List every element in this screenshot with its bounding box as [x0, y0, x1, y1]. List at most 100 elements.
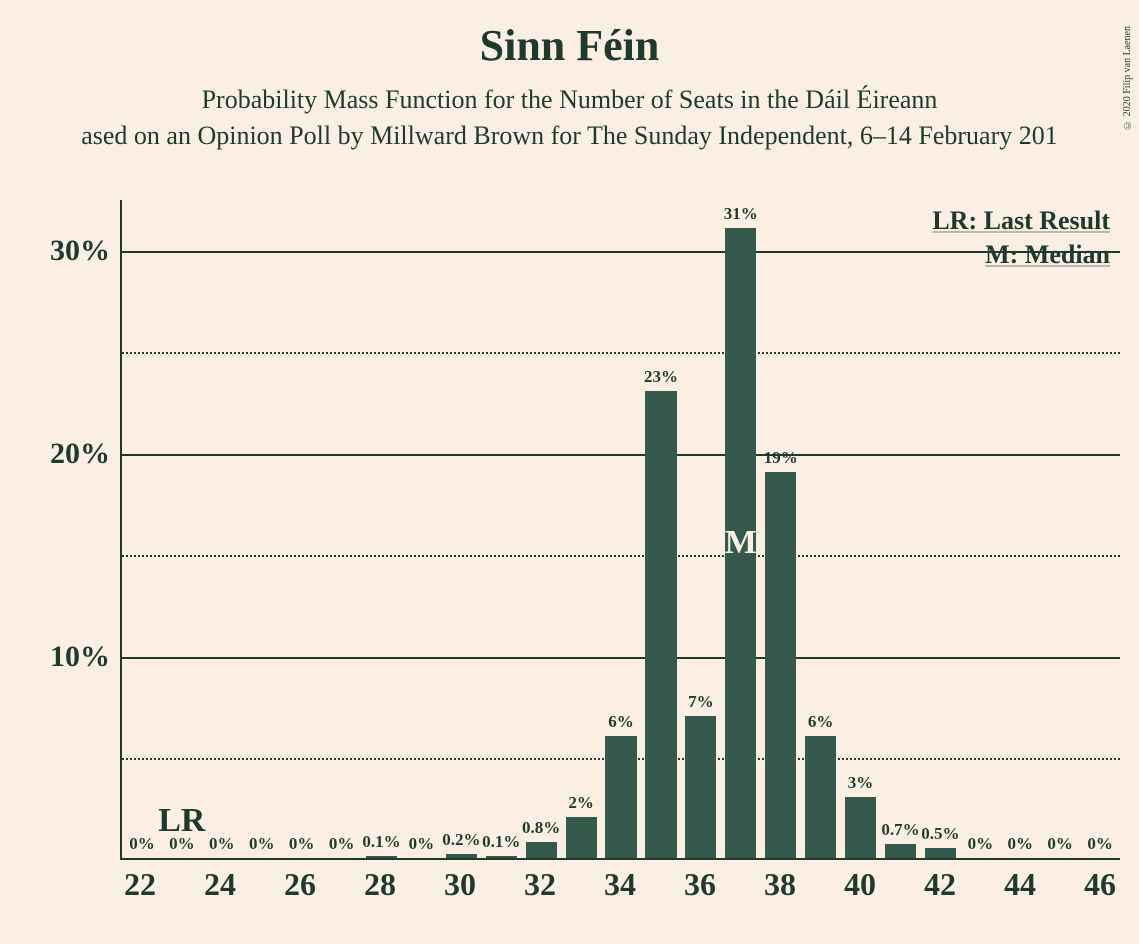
bar-slot: 0%: [1000, 200, 1040, 858]
bar-value-label: 0%: [289, 834, 315, 854]
y-axis-label: 30%: [30, 234, 110, 268]
bar-value-label: 6%: [808, 712, 834, 732]
bar-slot: 23%: [641, 200, 681, 858]
bar-slot: 0.7%: [881, 200, 921, 858]
x-axis-label: [880, 866, 920, 903]
bar-slot: 0%: [282, 200, 322, 858]
x-axis-label: 30: [440, 866, 480, 903]
bar-value-label: 0%: [1047, 834, 1073, 854]
bar: 6%: [605, 736, 636, 858]
bar-value-label: 31%: [724, 204, 758, 224]
bar-value-label: 23%: [644, 367, 678, 387]
bar-value-label: 0.2%: [442, 830, 480, 850]
x-axis-label: 36: [680, 866, 720, 903]
bar: 23%: [645, 391, 676, 858]
bar-slot: 0%LR: [162, 200, 202, 858]
bar-slot: 0%: [242, 200, 282, 858]
bar-value-label: 0.1%: [362, 832, 400, 852]
bar-value-label: 2%: [568, 793, 594, 813]
bar-slot: 0.1%: [481, 200, 521, 858]
bar-slot: 0.8%: [521, 200, 561, 858]
bar-slot: 0%: [1040, 200, 1080, 858]
bar: 0.1%: [366, 856, 397, 858]
x-axis-label: [640, 866, 680, 903]
chart-subtitle-1: Probability Mass Function for the Number…: [0, 85, 1139, 115]
bar-value-label: 0%: [1007, 834, 1033, 854]
x-axis-label: [800, 866, 840, 903]
bar: 0.7%: [885, 844, 916, 858]
x-axis-label: 34: [600, 866, 640, 903]
y-axis-label: 10%: [30, 640, 110, 674]
chart-title: Sinn Féin: [0, 20, 1139, 71]
x-axis-label: [160, 866, 200, 903]
x-axis-label: [720, 866, 760, 903]
x-axis-label: [240, 866, 280, 903]
bar-slot: 7%: [681, 200, 721, 858]
bar-slot: 6%: [601, 200, 641, 858]
bar-slot: 31% M: [721, 200, 761, 858]
chart-area: LR: Last Result M: Median 0%0%LR0%0%0%0%…: [30, 200, 1120, 900]
bar-value-label: 0%: [209, 834, 235, 854]
x-axis-label: [320, 866, 360, 903]
copyright-text: © 2020 Filip van Laenen: [1122, 26, 1133, 130]
x-axis-labels: 22 24 26 28 30 32 34 36 38 40 42 44 46: [120, 866, 1120, 903]
bar-value-label: 0%: [249, 834, 275, 854]
y-axis-label: 20%: [30, 437, 110, 471]
bar-slot: 0.5%: [920, 200, 960, 858]
bar: 31%M: [725, 228, 756, 858]
last-result-marker: LR: [158, 802, 205, 840]
x-axis-label: 22: [120, 866, 160, 903]
bar-value-label: 6%: [608, 712, 634, 732]
x-axis-label: 44: [1000, 866, 1040, 903]
x-axis-label: 32: [520, 866, 560, 903]
bar-value-label: 0%: [1087, 834, 1113, 854]
x-axis-label: [960, 866, 1000, 903]
median-marker: M: [725, 524, 757, 562]
bar-value-label: 0%: [129, 834, 155, 854]
bar-slot: 0%: [1080, 200, 1120, 858]
bar-value-label: 19%: [764, 448, 798, 468]
x-axis-label: 42: [920, 866, 960, 903]
bar: 7%: [685, 716, 716, 858]
bar: 0.5%: [925, 848, 956, 858]
bar-value-label: 0.8%: [522, 818, 560, 838]
bar-value-label: 0.7%: [881, 820, 919, 840]
bar-value-label: 0.5%: [921, 824, 959, 844]
x-axis-label: [480, 866, 520, 903]
x-axis-label: 40: [840, 866, 880, 903]
x-axis-label: 24: [200, 866, 240, 903]
x-axis-label: 46: [1080, 866, 1120, 903]
bar-slot: 6%: [801, 200, 841, 858]
x-axis-label: 38: [760, 866, 800, 903]
bar: 0.8%: [526, 842, 557, 858]
bar: 2%: [566, 817, 597, 858]
bar-value-label: 7%: [688, 692, 714, 712]
bar-value-label: 3%: [848, 773, 874, 793]
bar-value-label: 0%: [409, 834, 435, 854]
plot-area: LR: Last Result M: Median 0%0%LR0%0%0%0%…: [120, 200, 1120, 860]
bar-value-label: 0.1%: [482, 832, 520, 852]
bar-slot: 3%: [841, 200, 881, 858]
bar: 0.2%: [446, 854, 477, 858]
bar-value-label: 0%: [329, 834, 355, 854]
x-axis-label: [400, 866, 440, 903]
bar-slot: 0%: [322, 200, 362, 858]
bar-slot: 0%: [960, 200, 1000, 858]
bar-slot: 0.2%: [441, 200, 481, 858]
bar: 0.1%: [486, 856, 517, 858]
bar-slot: 2%: [561, 200, 601, 858]
x-axis-label: [560, 866, 600, 903]
bar-slot: 0%: [202, 200, 242, 858]
x-axis-label: [1040, 866, 1080, 903]
bar-slot: 0.1%: [362, 200, 402, 858]
bar: 3%: [845, 797, 876, 858]
chart-subtitle-2: ased on an Opinion Poll by Millward Brow…: [0, 121, 1139, 151]
x-axis-label: 28: [360, 866, 400, 903]
bar-slot: 19%: [761, 200, 801, 858]
bar: 19%: [765, 472, 796, 858]
x-axis-label: 26: [280, 866, 320, 903]
bars-container: 0%0%LR0%0%0%0%0.1%0%0.2%0.1%0.8%2%6%23%7…: [122, 200, 1120, 858]
bar-slot: 0%: [122, 200, 162, 858]
bar-value-label: 0%: [968, 834, 994, 854]
bar: 6%: [805, 736, 836, 858]
